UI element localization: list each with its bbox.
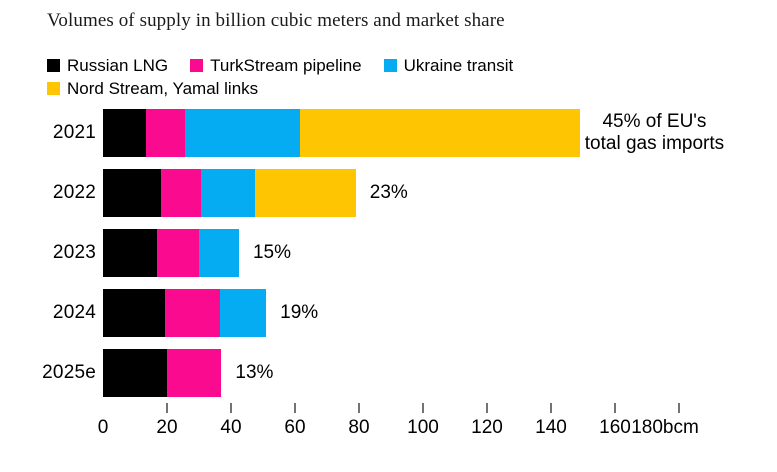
bar-value-label-line: total gas imports — [584, 133, 725, 154]
axis-tick-140 — [550, 403, 552, 413]
axis-tick-label-140: 140 — [535, 417, 567, 438]
year-label-2023: 2023 — [52, 242, 96, 263]
bar-segment-russian-lng — [103, 109, 147, 157]
bar-segment-turkstream-pipeline — [165, 289, 220, 337]
bar-value-label: 19% — [280, 302, 318, 324]
legend-item-nord-stream-yamal-links: Nord Stream, Yamal links — [47, 79, 258, 99]
legend-swatch-ukraine-transit — [383, 59, 397, 72]
bar-segment-russian-lng — [103, 229, 158, 277]
bar-row-2022: 2022 23% — [0, 169, 777, 217]
bar-row-2023: 2023 15% — [0, 229, 777, 277]
bar-value-label-line: 23% — [369, 182, 408, 203]
bar-segment-russian-lng — [103, 349, 167, 397]
legend-item-russian-lng: Russian LNG — [47, 56, 168, 76]
legend-swatch-russian-lng — [47, 59, 60, 72]
legend-label: Russian LNG — [67, 55, 169, 75]
axis-tick-40 — [230, 403, 232, 413]
bar-segment-nord-stream-yamal-links — [254, 169, 356, 217]
bar-value-label: 15% — [253, 242, 291, 264]
legend-label: Nord Stream, Yamal links — [67, 78, 259, 98]
bar-segment-ukraine-transit — [219, 289, 267, 337]
legend-row-2: Nord Stream, Yamal links — [47, 79, 777, 98]
axis-tick-label-40: 40 — [220, 417, 242, 438]
axis-tick-label-160: 160 — [599, 417, 631, 438]
year-label-2025e: 2025e — [42, 362, 96, 383]
bar-segment-ukraine-transit — [184, 109, 300, 157]
axis-tick-label-100: 100 — [407, 417, 439, 438]
bar-row-2024: 2024 19% — [0, 289, 777, 337]
x-axis: 0 20 40 60 80 100 120 140 160 180bcm — [98, 401, 743, 445]
legend-swatch-nord-stream-yamal-links — [47, 82, 60, 95]
bar-value-label-line: 13% — [235, 362, 274, 383]
axis-tick-120 — [486, 403, 488, 413]
axis-tick-label-0: 0 — [97, 417, 109, 438]
chart-page: { "title": "Volumes of supply in billion… — [0, 10, 777, 472]
axis-tick-label-20: 20 — [156, 417, 178, 438]
bar-segment-turkstream-pipeline — [157, 229, 199, 277]
legend-label: TurkStream pipeline — [210, 55, 362, 75]
year-label-2022: 2022 — [52, 182, 96, 203]
legend-row-1: Russian LNG TurkStream pipeline Ukraine tr… — [47, 56, 777, 75]
bar-value-label: 23% — [370, 182, 408, 204]
bar-segment-ukraine-transit — [198, 229, 239, 277]
axis-tick-label-80: 80 — [348, 417, 370, 438]
legend-swatch-turkstream-pipeline — [190, 59, 204, 72]
chart-title: Volumes of supply in billion cubic meter… — [47, 10, 505, 31]
axis-tick-label-180: 180bcm — [631, 417, 699, 438]
axis-tick-80 — [358, 403, 360, 413]
bar-chart: 2021 45% of EU's total gas imports 2022 23% 2… — [0, 109, 777, 397]
year-label-2024: 2024 — [52, 302, 96, 323]
bar-2022 — [103, 169, 356, 217]
bar-value-label-line: 19% — [280, 302, 319, 323]
bar-2024 — [103, 289, 267, 337]
bar-2025e — [103, 349, 222, 397]
legend-label: Ukraine transit — [403, 55, 514, 75]
year-label-2021: 2021 — [52, 122, 96, 143]
legend-item-turkstream-pipeline: TurkStream pipeline — [190, 56, 362, 76]
bar-value-label: 45% of EU's total gas imports — [585, 111, 724, 155]
bar-segment-russian-lng — [103, 169, 161, 217]
axis-tick-160 — [614, 403, 616, 413]
axis-tick-60 — [294, 403, 296, 413]
axis-tick-label-120: 120 — [471, 417, 503, 438]
bar-row-2021: 2021 45% of EU's total gas imports — [0, 109, 777, 157]
axis-tick-20 — [166, 403, 168, 413]
bar-segment-turkstream-pipeline — [160, 169, 201, 217]
bar-2021 — [103, 109, 580, 157]
bar-value-label-line: 15% — [252, 242, 292, 263]
axis-tick-100 — [422, 403, 424, 413]
axis-tick-180 — [678, 403, 680, 413]
bar-segment-ukraine-transit — [200, 169, 255, 217]
legend: Russian LNG TurkStream pipeline Ukraine tr… — [47, 56, 777, 98]
bar-segment-turkstream-pipeline — [146, 109, 185, 157]
bar-segment-turkstream-pipeline — [167, 349, 222, 397]
bar-segment-russian-lng — [103, 289, 166, 337]
bar-value-label: 13% — [235, 362, 273, 384]
bar-row-2025e: 2025e 13% — [0, 349, 777, 397]
legend-item-ukraine-transit: Ukraine transit — [383, 55, 514, 76]
axis-tick-label-60: 60 — [284, 417, 306, 438]
bar-value-label-line: 45% of EU's — [602, 111, 707, 132]
bar-2023 — [103, 229, 239, 277]
bar-segment-nord-stream-yamal-links — [299, 109, 580, 157]
